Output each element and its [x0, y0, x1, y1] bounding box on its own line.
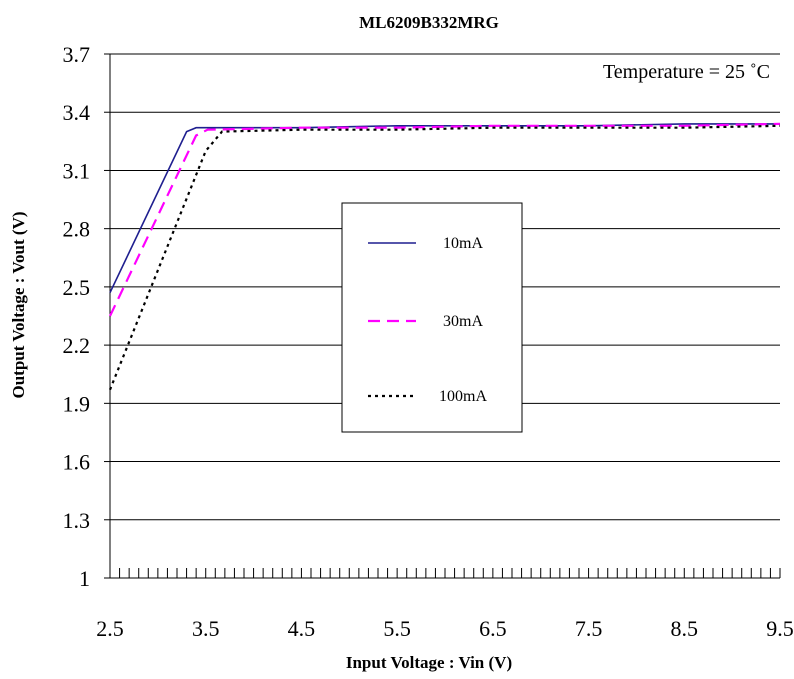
temperature-annotation: Temperature = 25 ˚C [603, 61, 770, 83]
y-tick-label: 1.9 [63, 391, 91, 416]
y-axis-label: Output Voltage : Vout (V) [9, 211, 28, 398]
y-tick-label: 3.4 [63, 100, 91, 125]
legend: 10mA 30mA 100mA [341, 202, 523, 433]
y-tick-label: 1.3 [63, 508, 91, 533]
x-tick-label: 7.5 [575, 616, 603, 641]
legend-label-10mA: 10mA [443, 235, 483, 252]
x-tick-label: 3.5 [192, 616, 220, 641]
x-tick-label: 8.5 [671, 616, 699, 641]
y-tick-label: 2.5 [63, 275, 91, 300]
series-line-100mA [108, 124, 781, 391]
y-tick-label: 3.1 [63, 158, 91, 183]
legend-box [341, 202, 523, 433]
x-tick-label: 4.5 [288, 616, 316, 641]
y-tick-label: 1.6 [63, 450, 91, 475]
legend-label-30mA: 30mA [443, 313, 483, 330]
y-tick-label: 3.7 [63, 42, 91, 67]
series-lines [108, 122, 781, 391]
x-axis-label: Input Voltage : Vin (V) [346, 653, 512, 672]
y-tick-label: 2.2 [63, 333, 91, 358]
x-tick-label: 6.5 [479, 616, 507, 641]
series-line-30mA [109, 122, 781, 317]
y-tick-label: 1 [79, 566, 90, 591]
series-line-10mA [109, 123, 780, 294]
x-tick-label: 2.5 [96, 616, 124, 641]
axes [104, 53, 781, 579]
chart-title: ML6209B332MRG [359, 13, 499, 32]
x-tick-labels: 2.5 3.5 4.5 5.5 6.5 7.5 8.5 9.5 [96, 616, 794, 641]
x-tick-label: 9.5 [766, 616, 794, 641]
legend-label-100mA: 100mA [439, 388, 487, 405]
x-tick-label: 5.5 [383, 616, 411, 641]
y-tick-label: 2.8 [63, 217, 91, 242]
y-tick-labels: 1 1.3 1.6 1.9 2.2 2.5 2.8 3.1 3.4 3.7 [63, 42, 91, 591]
